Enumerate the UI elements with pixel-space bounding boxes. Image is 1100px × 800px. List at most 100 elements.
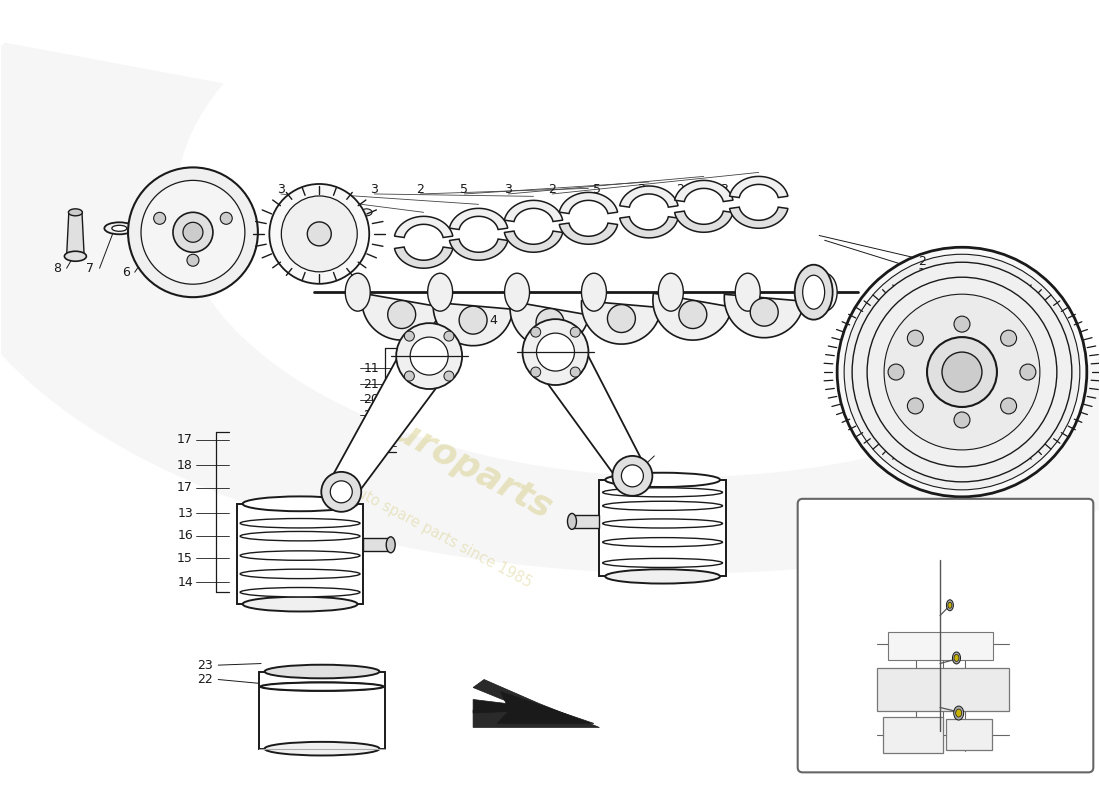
- Ellipse shape: [261, 682, 384, 691]
- Ellipse shape: [812, 274, 837, 311]
- Circle shape: [837, 247, 1087, 497]
- Polygon shape: [600, 480, 726, 577]
- Text: 8: 8: [53, 262, 62, 274]
- Ellipse shape: [304, 209, 315, 216]
- Ellipse shape: [346, 209, 358, 216]
- Text: 26: 26: [856, 602, 872, 616]
- Circle shape: [1020, 364, 1036, 380]
- Circle shape: [530, 327, 541, 337]
- Polygon shape: [450, 208, 508, 230]
- Ellipse shape: [568, 514, 576, 530]
- Ellipse shape: [794, 265, 833, 320]
- Text: 3: 3: [637, 182, 645, 196]
- Text: 22: 22: [197, 673, 212, 686]
- Text: 2: 2: [918, 255, 926, 268]
- Circle shape: [270, 184, 370, 284]
- Polygon shape: [674, 180, 733, 202]
- Ellipse shape: [240, 551, 360, 560]
- Text: 10: 10: [918, 298, 934, 310]
- Polygon shape: [619, 186, 678, 207]
- Circle shape: [522, 319, 588, 385]
- Ellipse shape: [428, 274, 452, 311]
- Text: 24: 24: [856, 681, 872, 694]
- Polygon shape: [473, 691, 594, 723]
- Bar: [889, 631, 992, 659]
- Ellipse shape: [954, 706, 964, 720]
- Circle shape: [750, 298, 778, 326]
- Text: 2: 2: [321, 182, 329, 196]
- Text: 3: 3: [719, 182, 727, 196]
- Circle shape: [927, 337, 997, 407]
- Ellipse shape: [265, 682, 379, 691]
- Text: 12: 12: [363, 424, 379, 437]
- Ellipse shape: [954, 654, 959, 662]
- Wedge shape: [582, 301, 661, 344]
- Circle shape: [942, 352, 982, 392]
- Ellipse shape: [68, 209, 82, 216]
- Ellipse shape: [505, 274, 529, 311]
- Text: 3: 3: [277, 182, 285, 196]
- Circle shape: [220, 212, 232, 224]
- Bar: [878, 667, 1009, 711]
- Ellipse shape: [582, 274, 606, 311]
- Text: 6: 6: [122, 266, 130, 278]
- Ellipse shape: [265, 665, 379, 678]
- Ellipse shape: [603, 519, 723, 528]
- Ellipse shape: [605, 570, 720, 583]
- Ellipse shape: [386, 537, 395, 553]
- Ellipse shape: [603, 558, 723, 567]
- Polygon shape: [572, 515, 600, 528]
- Text: 2: 2: [675, 182, 683, 196]
- Polygon shape: [0, 42, 1100, 574]
- Ellipse shape: [603, 502, 723, 510]
- Circle shape: [908, 330, 923, 346]
- Polygon shape: [504, 231, 563, 252]
- Text: 9: 9: [297, 266, 305, 278]
- Wedge shape: [510, 302, 590, 348]
- Ellipse shape: [65, 251, 87, 262]
- Text: auto spare parts since 1985: auto spare parts since 1985: [346, 481, 535, 590]
- Text: 5: 5: [593, 182, 602, 196]
- Text: 25: 25: [856, 647, 872, 661]
- Ellipse shape: [240, 518, 360, 528]
- Text: 20: 20: [363, 394, 379, 406]
- Circle shape: [570, 367, 581, 377]
- Circle shape: [884, 294, 1040, 450]
- Text: 5: 5: [460, 182, 469, 196]
- Circle shape: [396, 323, 462, 389]
- Text: 2: 2: [417, 182, 425, 196]
- Polygon shape: [395, 247, 453, 268]
- Bar: [883, 717, 944, 753]
- Polygon shape: [504, 200, 563, 222]
- Ellipse shape: [735, 274, 760, 311]
- Ellipse shape: [603, 538, 723, 546]
- Circle shape: [183, 222, 202, 242]
- Ellipse shape: [302, 206, 358, 262]
- Text: 12: 12: [627, 467, 642, 480]
- Circle shape: [613, 456, 652, 496]
- Text: 19: 19: [374, 439, 390, 452]
- Text: 1: 1: [918, 267, 926, 280]
- Text: 13: 13: [177, 507, 192, 520]
- Circle shape: [1001, 398, 1016, 414]
- Ellipse shape: [104, 222, 134, 234]
- Circle shape: [844, 254, 1080, 490]
- Ellipse shape: [948, 602, 951, 608]
- Text: 14: 14: [177, 575, 192, 589]
- Wedge shape: [724, 294, 804, 338]
- Polygon shape: [323, 356, 460, 492]
- Circle shape: [607, 305, 636, 333]
- Ellipse shape: [240, 569, 360, 578]
- Polygon shape: [729, 176, 788, 198]
- Ellipse shape: [946, 600, 954, 610]
- Text: europarts: europarts: [366, 402, 559, 526]
- Polygon shape: [473, 679, 600, 727]
- Text: 16: 16: [177, 530, 192, 542]
- Ellipse shape: [178, 182, 197, 282]
- Ellipse shape: [243, 497, 358, 511]
- Ellipse shape: [332, 209, 343, 216]
- Circle shape: [387, 301, 416, 329]
- Ellipse shape: [345, 274, 371, 311]
- Circle shape: [405, 371, 415, 381]
- Ellipse shape: [240, 587, 360, 597]
